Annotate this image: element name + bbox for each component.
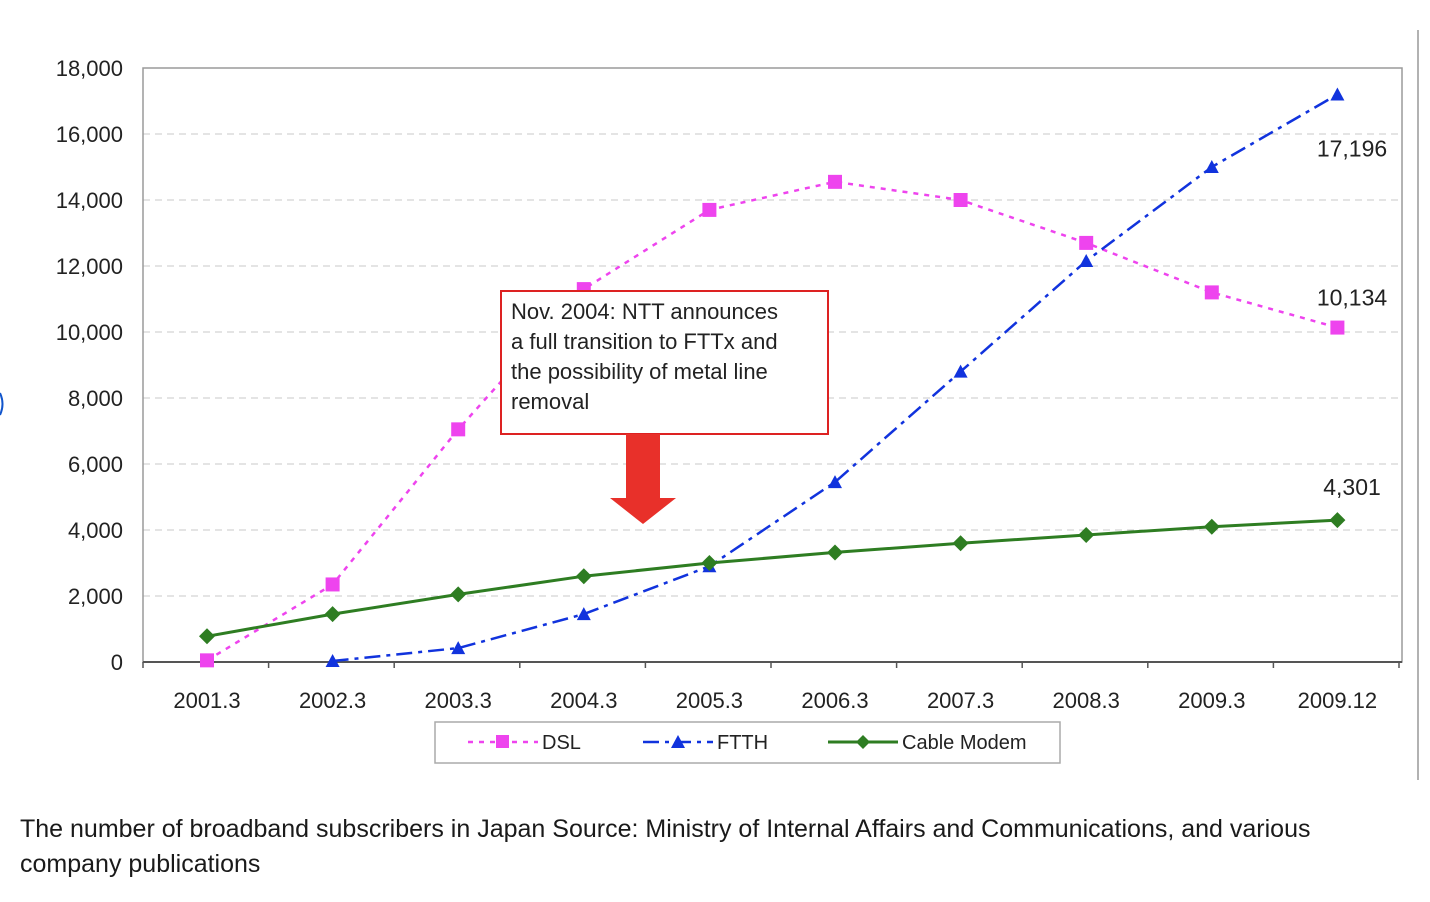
legend-cable-label: Cable Modem <box>902 732 1027 754</box>
y-tick-label: 8,000 <box>68 386 123 411</box>
series-line-cable-modem <box>206 518 1338 638</box>
cable-modem-point <box>324 606 341 623</box>
cable-modem-point <box>450 586 467 603</box>
broadband-chart: 0 2,000 4,000 6,000 8,000 10,000 12,000 14,000 1… <box>0 30 1419 780</box>
x-tick-label: 2001.3 <box>173 688 240 713</box>
annotation-box <box>500 290 829 435</box>
cable-modem-point <box>952 535 969 552</box>
cable-modem-point <box>575 568 592 585</box>
y-tick-label: 18,000 <box>56 56 123 81</box>
axes: 0 2,000 4,000 6,000 8,000 10,000 12,000 14,000 1… <box>56 56 1402 713</box>
cable-modem-point <box>1329 512 1346 529</box>
annotation-line-4: removal <box>511 389 589 414</box>
end-value-label: 4,301 <box>1323 474 1381 500</box>
series <box>199 87 1346 668</box>
legend-ftth-label: FTTH <box>717 732 768 754</box>
dsl-point <box>325 577 340 592</box>
dsl-point <box>953 193 968 207</box>
annotation-arrow <box>610 434 676 524</box>
dsl-point <box>1079 235 1094 250</box>
x-tick-label: 2003.3 <box>425 688 492 713</box>
ftth-point <box>1330 87 1345 101</box>
y-tick-label: 0 <box>111 650 123 675</box>
left-edge-arc <box>0 392 4 416</box>
dsl-point <box>702 202 717 217</box>
legend-box <box>434 721 1061 764</box>
x-tick-label: 2002.3 <box>299 688 366 713</box>
legend: DSL FTTH Cable Modem <box>434 721 1061 764</box>
x-tick-label: 2009.3 <box>1178 688 1245 713</box>
dsl-point <box>828 174 842 189</box>
ftth-point <box>828 475 842 489</box>
data-labels: 10,134 17,196 4,301 <box>1317 136 1388 501</box>
dsl-point <box>1204 285 1219 300</box>
x-tick-label: 2004.3 <box>550 688 617 713</box>
legend-dsl-marker <box>496 735 509 748</box>
y-tick-label: 16,000 <box>56 122 123 147</box>
cable-modem-point <box>701 555 718 571</box>
x-tick-label: 2009.12 <box>1298 688 1378 713</box>
ftth-point <box>1079 254 1094 268</box>
legend-ftth-marker <box>671 735 685 748</box>
dsl-point <box>1330 320 1345 335</box>
x-tick-label: 2006.3 <box>801 688 868 713</box>
y-tick-label: 12,000 <box>56 254 123 279</box>
ftth-point <box>325 654 340 668</box>
ftth-point <box>451 641 466 655</box>
annotation-line-2: a full transition to FTTx and <box>511 329 778 354</box>
legend-cable-marker <box>856 735 870 749</box>
y-tick-label: 6,000 <box>68 452 123 477</box>
y-tick-label: 2,000 <box>68 584 123 609</box>
x-tick-label: 2008.3 <box>1053 688 1120 713</box>
ftth-point <box>1204 160 1219 173</box>
cable-modem-point <box>1203 518 1220 535</box>
annotation: Nov. 2004: NTT announces a full transiti… <box>500 290 829 524</box>
y-tick-label: 4,000 <box>68 518 123 543</box>
x-tick-label: 2007.3 <box>927 688 994 713</box>
annotation-line-3: the possibility of metal line <box>511 359 768 384</box>
cable-modem-point <box>1078 526 1095 543</box>
ftth-point <box>576 607 591 621</box>
cable-modem-point <box>199 628 215 645</box>
cable-modem-point <box>827 544 843 561</box>
figure-caption: The number of broadband subscribers in J… <box>20 815 1311 878</box>
y-tick-label: 10,000 <box>56 320 123 345</box>
x-tick-label: 2005.3 <box>676 688 743 713</box>
series-line-ftth <box>332 93 1339 663</box>
dsl-point <box>200 653 214 668</box>
end-value-label: 10,134 <box>1317 285 1388 311</box>
annotation-line-1: Nov. 2004: NTT announces <box>511 299 778 324</box>
ftth-point <box>953 364 968 378</box>
dsl-point <box>451 422 466 437</box>
y-tick-label: 14,000 <box>56 188 123 213</box>
end-value-label: 17,196 <box>1317 136 1387 162</box>
legend-dsl-label: DSL <box>542 732 581 754</box>
series-line-dsl <box>206 180 1338 662</box>
